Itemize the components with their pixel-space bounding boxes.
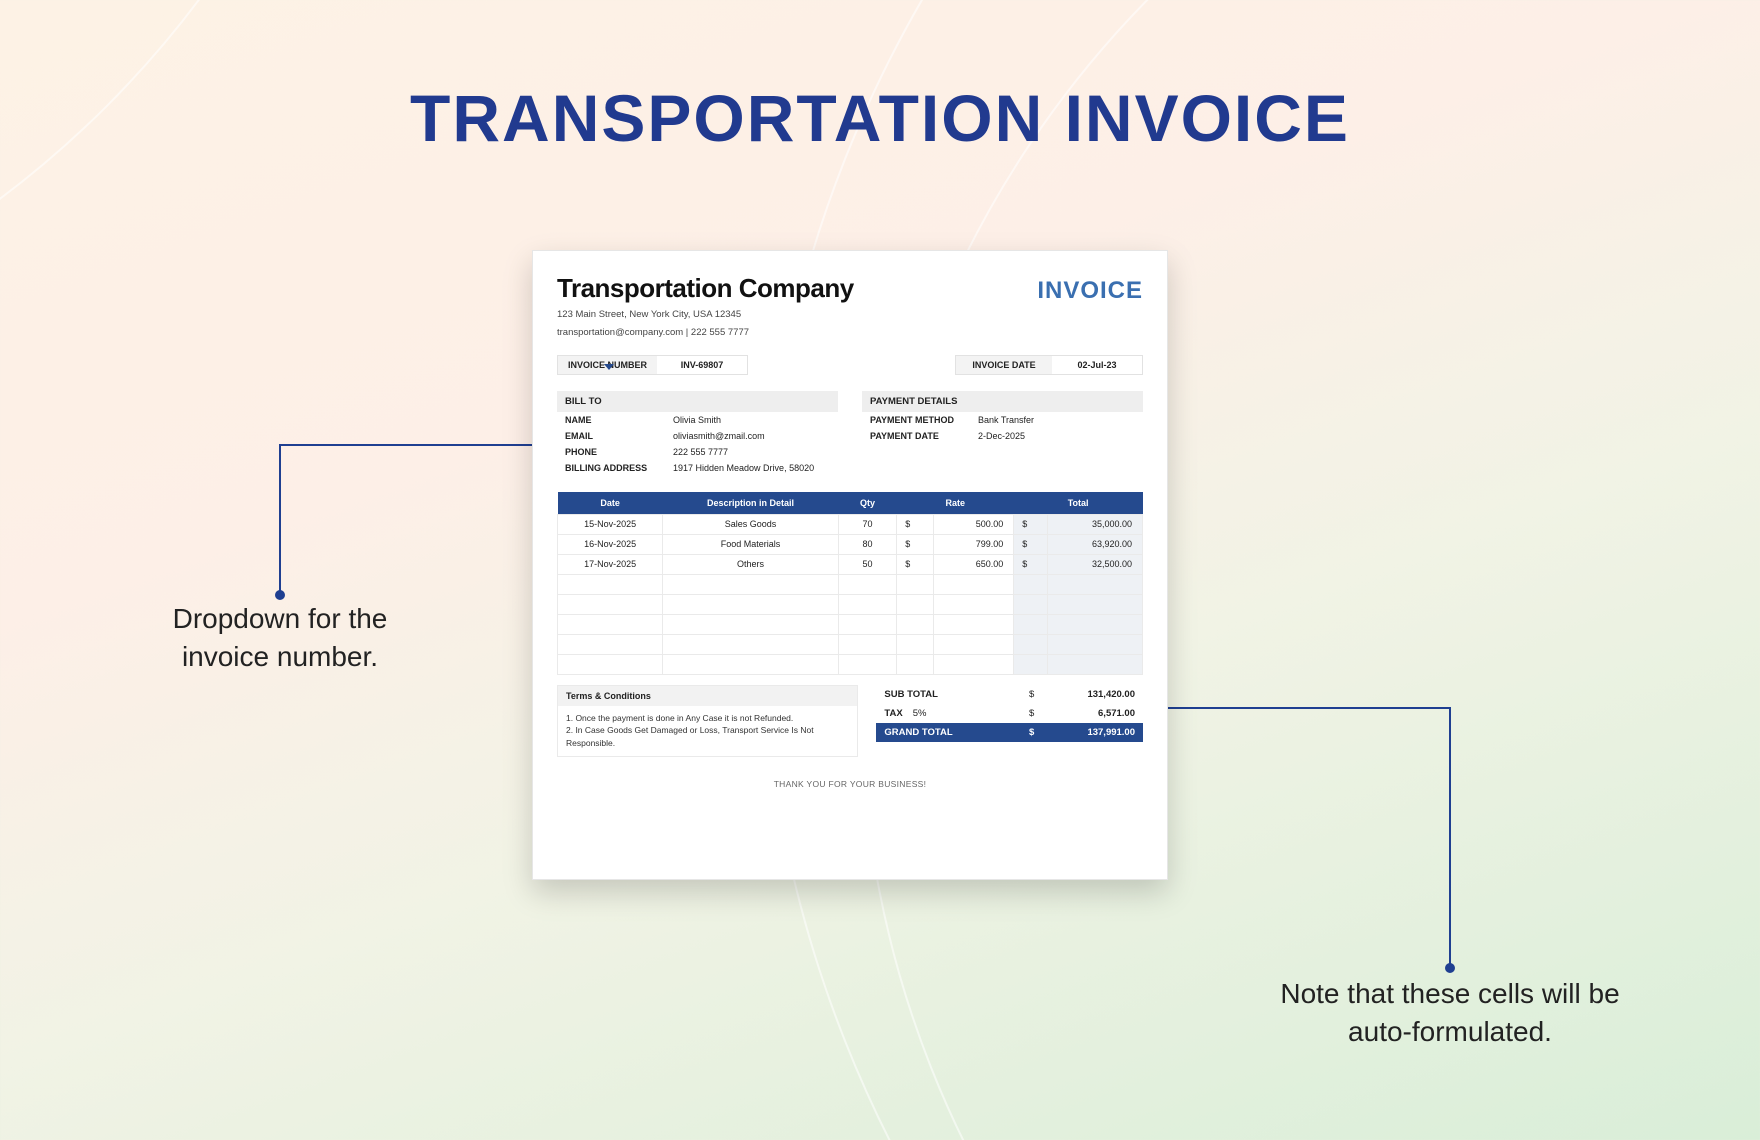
canvas: Dropdown for the invoice number. Note th…: [0, 0, 1760, 1140]
table-row-empty: .: [558, 594, 1143, 614]
invoice-date-value: 02-Jul-23: [1052, 356, 1142, 374]
company-block: Transportation Company 123 Main Street, …: [557, 273, 854, 341]
table-row-empty: .: [558, 614, 1143, 634]
grand-cur: $: [1029, 727, 1045, 738]
tax-row: TAX 5% $ 6,571.00: [876, 704, 1143, 723]
table-row: 17-Nov-2025Others50$650.00$32,500.00: [558, 554, 1143, 574]
grand-label: GRAND TOTAL: [884, 727, 1029, 738]
payment-header: PAYMENT DETAILS: [862, 391, 1143, 412]
pay-date: 2-Dec-2025: [978, 431, 1135, 441]
callout-right-line2: auto-formulated.: [1348, 1016, 1552, 1047]
tax-cur: $: [1029, 708, 1045, 719]
table-row-empty: .: [558, 574, 1143, 594]
cell-qty: 50: [838, 554, 897, 574]
grand-total-row: GRAND TOTAL $ 137,991.00: [876, 723, 1143, 742]
bill-addr-label: BILLING ADDRESS: [565, 463, 673, 473]
cell-total: 63,920.00: [1047, 534, 1142, 554]
cell-total: 32,500.00: [1047, 554, 1142, 574]
bill-to-header: BILL TO: [557, 391, 838, 412]
tax-label: TAX: [884, 708, 902, 719]
details-row: BILL TO NAMEOlivia Smith EMAILoliviasmit…: [557, 391, 1143, 476]
subtotal-cur: $: [1029, 689, 1045, 700]
col-rate: Rate: [897, 492, 1014, 515]
card-header: Transportation Company 123 Main Street, …: [557, 273, 1143, 341]
table-row: 15-Nov-2025Sales Goods70$500.00$35,000.0…: [558, 514, 1143, 534]
invoice-word: INVOICE: [1037, 277, 1143, 305]
pay-method: Bank Transfer: [978, 415, 1135, 425]
invoice-date-label: INVOICE DATE: [956, 356, 1052, 374]
bill-email: oliviasmith@zmail.com: [673, 431, 830, 441]
callout-right: Note that these cells will be auto-formu…: [1240, 975, 1660, 1051]
cell-total-cur: $: [1014, 534, 1047, 554]
company-contact: transportation@company.com | 222 555 777…: [557, 326, 854, 340]
terms-block: Terms & Conditions 1. Once the payment i…: [557, 685, 858, 757]
bill-phone-label: PHONE: [565, 447, 673, 457]
bottom-row: Terms & Conditions 1. Once the payment i…: [557, 685, 1143, 757]
cell-total-cur: $: [1014, 554, 1047, 574]
cell-rate-cur: $: [897, 514, 933, 534]
invoice-number-dropdown[interactable]: INV-69807: [657, 356, 747, 374]
company-name: Transportation Company: [557, 273, 854, 304]
terms-body: 1. Once the payment is done in Any Case …: [558, 706, 857, 756]
callout-left-line1: Dropdown for the: [173, 603, 388, 634]
col-qty: Qty: [838, 492, 897, 515]
callout-left: Dropdown for the invoice number.: [120, 600, 440, 676]
bill-addr: 1917 Hidden Meadow Drive, 58020: [673, 463, 830, 473]
bill-to-block: BILL TO NAMEOlivia Smith EMAILoliviasmit…: [557, 391, 838, 476]
callout-left-line2: invoice number.: [182, 641, 378, 672]
table-row-empty: .: [558, 634, 1143, 654]
invoice-meta-row: INVOICE NUMBER INV-69807 INVOICE DATE 02…: [557, 355, 1143, 375]
col-desc: Description in Detail: [663, 492, 839, 515]
tax-pct: 5%: [913, 708, 927, 719]
cell-desc: Food Materials: [663, 534, 839, 554]
bill-phone: 222 555 7777: [673, 447, 830, 457]
terms-header: Terms & Conditions: [558, 686, 857, 706]
cell-rate-cur: $: [897, 534, 933, 554]
invoice-card: Transportation Company 123 Main Street, …: [532, 250, 1168, 880]
cell-qty: 80: [838, 534, 897, 554]
items-header-row: Date Description in Detail Qty Rate Tota…: [558, 492, 1143, 515]
payment-block: PAYMENT DETAILS PAYMENT METHODBank Trans…: [862, 391, 1143, 476]
subtotal-label: SUB TOTAL: [884, 689, 1029, 700]
cell-desc: Others: [663, 554, 839, 574]
subtotal-value: 131,420.00: [1045, 689, 1135, 700]
bill-name: Olivia Smith: [673, 415, 830, 425]
col-total: Total: [1014, 492, 1143, 515]
bill-email-label: EMAIL: [565, 431, 673, 441]
grand-value: 137,991.00: [1045, 727, 1135, 738]
pay-method-label: PAYMENT METHOD: [870, 415, 978, 425]
terms-line-1: 1. Once the payment is done in Any Case …: [566, 712, 849, 725]
cell-desc: Sales Goods: [663, 514, 839, 534]
cell-rate-cur: $: [897, 554, 933, 574]
cell-rate: 799.00: [933, 534, 1014, 554]
col-date: Date: [558, 492, 663, 515]
tax-value: 6,571.00: [1045, 708, 1135, 719]
table-row: 16-Nov-2025Food Materials80$799.00$63,92…: [558, 534, 1143, 554]
table-row-empty: .: [558, 654, 1143, 674]
cell-total-cur: $: [1014, 514, 1047, 534]
cell-rate: 500.00: [933, 514, 1014, 534]
cell-rate: 650.00: [933, 554, 1014, 574]
cell-date: 15-Nov-2025: [558, 514, 663, 534]
chevron-down-icon[interactable]: [604, 364, 614, 370]
cell-qty: 70: [838, 514, 897, 534]
invoice-date-box: INVOICE DATE 02-Jul-23: [955, 355, 1143, 375]
callout-right-line1: Note that these cells will be: [1280, 978, 1619, 1009]
totals-block: SUB TOTAL $ 131,420.00 TAX5% $ 6,571.00 …: [876, 685, 1143, 757]
bill-name-label: NAME: [565, 415, 673, 425]
thanks-line: THANK YOU FOR YOUR BUSINESS!: [557, 779, 1143, 789]
invoice-number-box: INVOICE NUMBER INV-69807: [557, 355, 748, 375]
company-address: 123 Main Street, New York City, USA 1234…: [557, 308, 854, 322]
subtotal-row: SUB TOTAL $ 131,420.00: [876, 685, 1143, 704]
cell-total: 35,000.00: [1047, 514, 1142, 534]
items-table: Date Description in Detail Qty Rate Tota…: [557, 492, 1143, 675]
pay-date-label: PAYMENT DATE: [870, 431, 978, 441]
cell-date: 16-Nov-2025: [558, 534, 663, 554]
terms-line-2: 2. In Case Goods Get Damaged or Loss, Tr…: [566, 724, 849, 750]
cell-date: 17-Nov-2025: [558, 554, 663, 574]
